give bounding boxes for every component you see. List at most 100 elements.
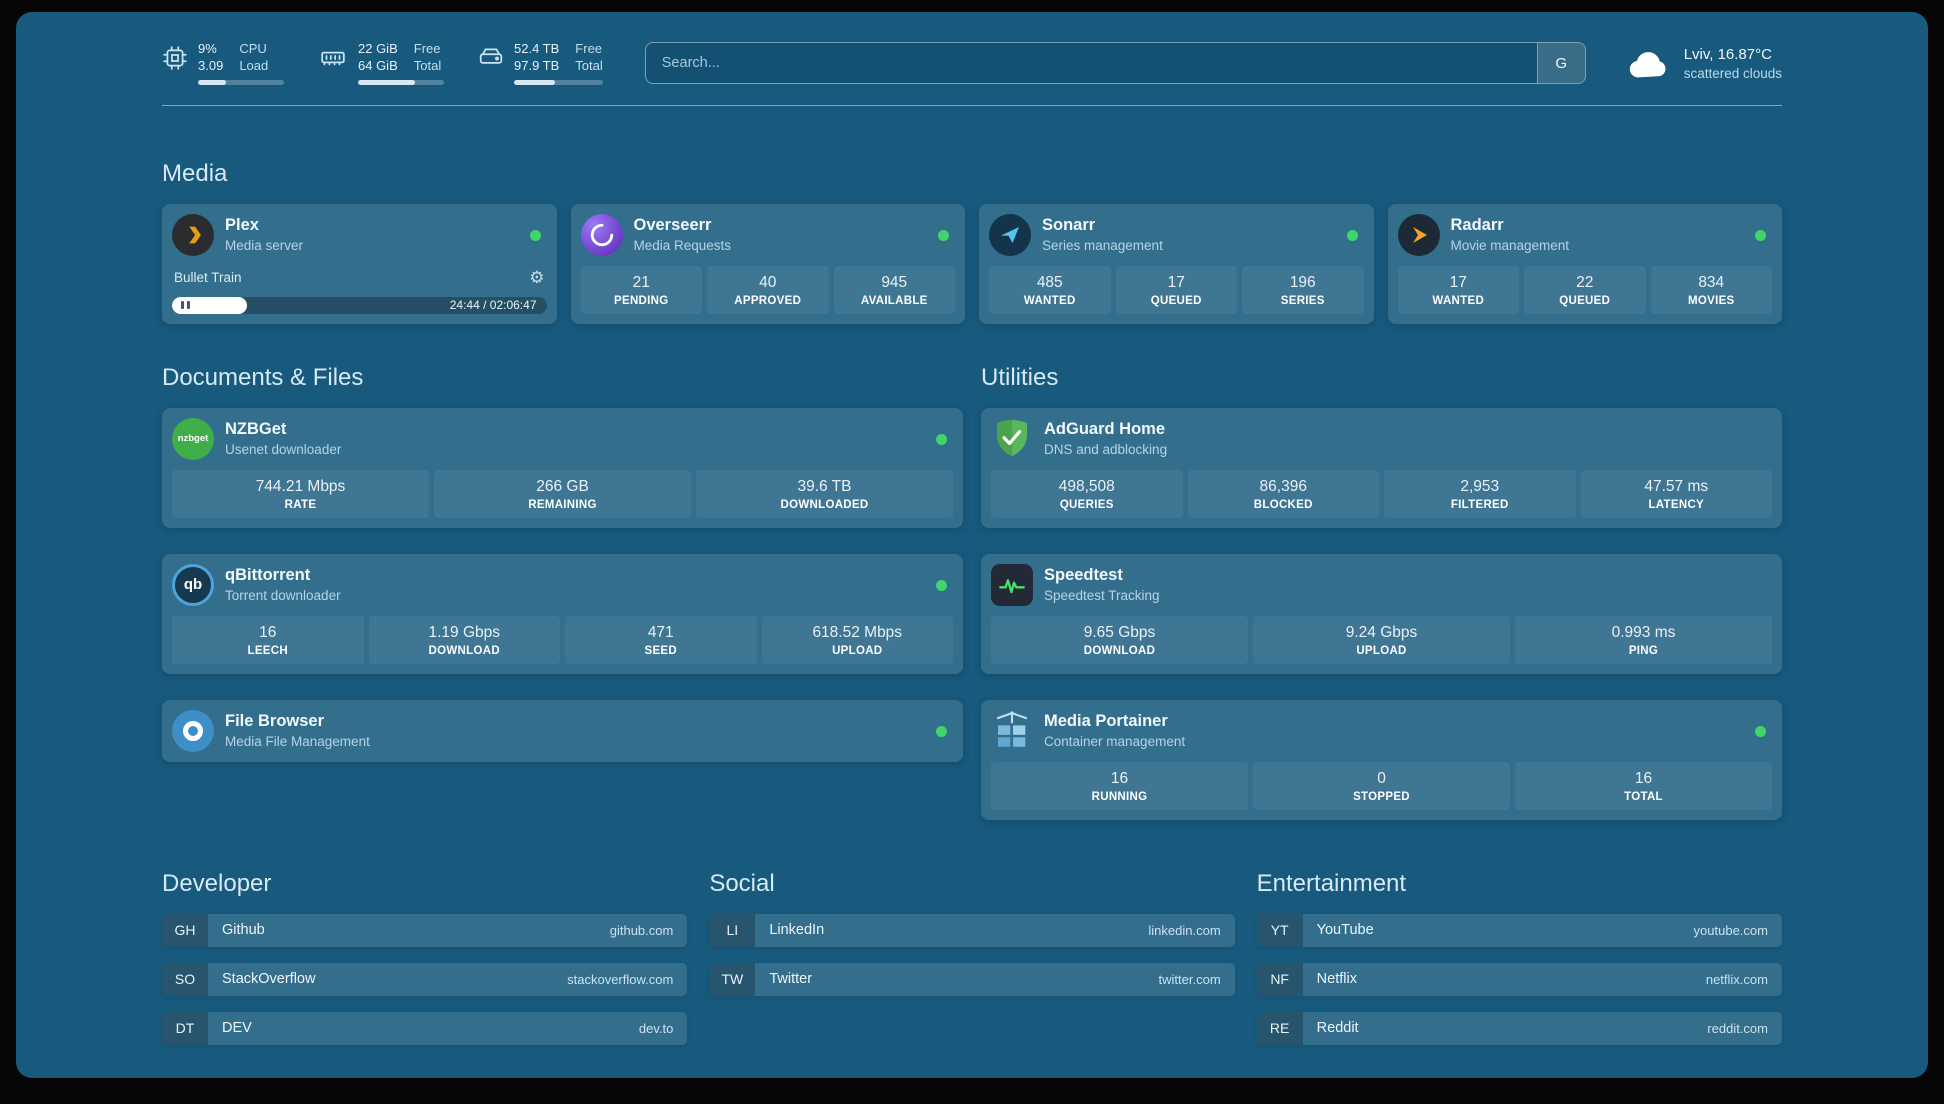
service-card-overseerr[interactable]: Overseerr Media Requests 21 PENDING 40 APP…: [570, 203, 965, 324]
disk-total-label: Total: [575, 58, 603, 74]
status-dot: [529, 229, 541, 241]
ram-icon: [321, 51, 345, 66]
topbar-divider: [162, 104, 1782, 106]
stat-upload: 9.24 Gbps UPLOAD: [1253, 615, 1510, 664]
bookmark-abbr: NF: [1256, 962, 1303, 996]
bookmark-name: Twitter: [769, 971, 813, 988]
stat-remaining: 266 GB REMAINING: [434, 469, 691, 518]
stat-running: 16 RUNNING: [991, 761, 1248, 810]
stat-latency: 47.57 ms LATENCY: [1580, 469, 1772, 518]
stat-queued: 22 QUEUED: [1524, 265, 1646, 314]
pause-icon[interactable]: [181, 301, 184, 310]
service-card-radarr[interactable]: Radarr Movie management 17 WANTED 22 QUEUE…: [1387, 203, 1782, 324]
plex-now-playing-widget: Bullet Train ⚙ 24:44 / 02:06:47: [172, 268, 547, 314]
bookmark-stackoverflow[interactable]: SO StackOverflow stackoverflow.com: [162, 962, 688, 996]
section-heading-media: Media: [162, 159, 228, 187]
service-card-speedtest[interactable]: Speedtest Speedtest Tracking 9.65 Gbps DO…: [981, 553, 1782, 674]
cpu-usage-value: 9%: [198, 41, 217, 56]
service-card-plex[interactable]: Plex Media server Bullet Train ⚙: [162, 203, 557, 324]
bookmark-name: Netflix: [1316, 971, 1357, 988]
bookmark-name: Reddit: [1316, 1020, 1359, 1037]
disk-resource-widget: 52.4 TB 97.9 TB Free Total: [478, 41, 603, 85]
status-dot: [936, 433, 947, 445]
qbittorrent-icon: qb: [172, 563, 214, 606]
service-title: qBittorrent: [225, 565, 311, 584]
bookmark-name: LinkedIn: [769, 922, 825, 939]
service-title: AdGuard Home: [1044, 419, 1166, 438]
ram-total-label: Total: [413, 58, 442, 74]
status-dot: [1755, 725, 1766, 737]
stat-series: 196 SERIES: [1242, 265, 1364, 314]
status-dot: [936, 579, 947, 591]
stat-rate: 744.21 Mbps RATE: [172, 469, 429, 518]
disk-icon: [479, 48, 503, 64]
service-card-filebrowser[interactable]: File Browser Media File Management: [162, 699, 963, 762]
overseerr-icon: [580, 213, 623, 256]
disk-progress-bar: [514, 79, 603, 85]
service-card-qbittorrent[interactable]: qb qBittorrent Torrent downloader 16 LEEC…: [162, 553, 963, 674]
bookmark-twitter[interactable]: TW Twitter twitter.com: [709, 962, 1235, 996]
service-title: Radarr: [1450, 215, 1504, 234]
sonarr-icon: [989, 213, 1031, 256]
stat-total: 16 TOTAL: [1515, 761, 1772, 810]
stat-blocked: 86,396 BLOCKED: [1187, 469, 1379, 518]
service-title: Media Portainer: [1044, 711, 1168, 730]
bookmark-url: twitter.com: [1158, 971, 1221, 987]
service-subtitle: Usenet downloader: [225, 441, 342, 457]
bookmark-netflix[interactable]: NF Netflix netflix.com: [1256, 962, 1782, 996]
status-dot: [938, 229, 949, 241]
bookmark-abbr: LI: [709, 913, 756, 947]
search-provider-button[interactable]: G: [1536, 43, 1585, 84]
bookmark-abbr: RE: [1256, 1011, 1303, 1045]
gear-icon[interactable]: ⚙: [529, 267, 545, 287]
bookmark-url: dev.to: [638, 1020, 674, 1036]
service-card-sonarr[interactable]: Sonarr Series management 485 WANTED 17 QUE…: [979, 203, 1374, 324]
search-input[interactable]: [645, 43, 1537, 84]
service-title: File Browser: [225, 711, 325, 730]
stat-queries: 498,508 QUERIES: [991, 469, 1183, 518]
disk-free-label: Free: [575, 41, 603, 56]
bookmark-github[interactable]: GH Github github.com: [162, 913, 688, 947]
weather-widget[interactable]: Lviv, 16.87°C scattered clouds: [1626, 45, 1782, 81]
nzbget-icon: nzbget: [172, 417, 214, 460]
bookmark-dev[interactable]: DT DEV dev.to: [162, 1011, 688, 1045]
section-media: Media Plex Media server: [162, 160, 1782, 324]
bookmark-url: stackoverflow.com: [567, 971, 674, 987]
bookmark-abbr: DT: [162, 1011, 208, 1045]
stat-approved: 40 APPROVED: [707, 265, 829, 314]
ram-free-label: Free: [413, 41, 441, 56]
disk-total-value: 97.9 TB: [514, 58, 560, 74]
service-card-portainer[interactable]: Media Portainer Container management 16 R…: [981, 699, 1782, 820]
service-title: Speedtest: [1044, 565, 1123, 584]
section-heading-documents: Documents & Files: [162, 363, 364, 391]
bookmark-linkedin[interactable]: LI LinkedIn linkedin.com: [709, 913, 1235, 947]
service-subtitle: Torrent downloader: [225, 587, 341, 603]
bookmark-youtube[interactable]: YT YouTube youtube.com: [1256, 913, 1782, 947]
bookmark-name: YouTube: [1316, 922, 1374, 939]
service-subtitle: DNS and adblocking: [1044, 441, 1168, 457]
bookmark-url: netflix.com: [1705, 971, 1768, 987]
playback-progress-bar[interactable]: 24:44 / 02:06:47: [172, 296, 547, 314]
service-card-nzbget[interactable]: nzbget NZBGet Usenet downloader 744.21 M…: [162, 407, 963, 528]
weather-condition: scattered clouds: [1683, 65, 1782, 81]
service-subtitle: Speedtest Tracking: [1044, 587, 1160, 603]
ram-total-value: 64 GiB: [358, 58, 398, 74]
status-dot: [1755, 229, 1766, 241]
section-utilities: Utilities: [981, 364, 1782, 820]
bookmark-reddit[interactable]: RE Reddit reddit.com: [1256, 1011, 1782, 1045]
bookmark-heading-entertainment: Entertainment: [1256, 869, 1407, 897]
speedtest-icon: [991, 563, 1033, 606]
stat-seed: 471 SEED: [565, 615, 757, 664]
service-title: Sonarr: [1042, 215, 1096, 234]
portainer-icon: [991, 710, 1033, 752]
stat-wanted: 485 WANTED: [989, 265, 1111, 314]
service-subtitle: Series management: [1042, 237, 1163, 253]
now-playing-title: Bullet Train: [174, 270, 242, 286]
bookmark-group-developer: Developer GH Github github.com SO StackO…: [162, 870, 688, 1061]
dashboard-panel: 9% 3.09 CPU Load: [16, 12, 1928, 1078]
stat-download: 9.65 Gbps DOWNLOAD: [991, 615, 1248, 664]
bookmark-url: github.com: [609, 922, 674, 938]
bookmark-heading-social: Social: [709, 869, 775, 897]
service-card-adguard[interactable]: AdGuard Home DNS and adblocking 498,508 Q…: [981, 407, 1782, 528]
section-documents: Documents & Files nzbget NZBGet Usenet d…: [162, 364, 963, 820]
